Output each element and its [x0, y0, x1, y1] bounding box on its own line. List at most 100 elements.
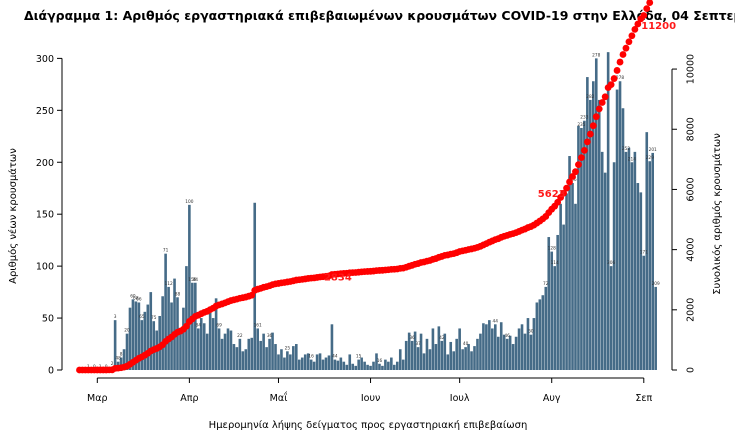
cumulative-point — [616, 58, 624, 66]
bar — [164, 253, 167, 370]
bar — [612, 162, 616, 370]
bar-label: 44 — [493, 318, 499, 324]
bar — [223, 333, 227, 370]
bar-label: 2 — [111, 361, 114, 367]
bar — [161, 296, 164, 370]
bar — [464, 347, 467, 370]
bar — [306, 353, 310, 370]
bar — [458, 328, 461, 370]
bar-label: 209 — [652, 281, 660, 287]
bar — [378, 363, 381, 370]
right-tick-label: 4000 — [686, 238, 697, 262]
cumulative-point — [595, 105, 603, 113]
bar — [535, 302, 539, 370]
bar-label: 36 — [409, 335, 415, 341]
bar — [550, 251, 554, 370]
bar-label: 75 — [151, 315, 157, 321]
x-tick-label: Αυγ — [543, 393, 561, 404]
bar — [532, 318, 536, 370]
bar — [633, 151, 637, 370]
cumulative-labels-group: 2834 5623 11200 — [324, 21, 676, 284]
bar — [369, 365, 372, 370]
bar — [202, 323, 206, 370]
y2-axis-label: Συνολικός αριθμός κρουσμάτων — [711, 133, 723, 295]
bar-label: 100 — [185, 199, 193, 205]
bar — [583, 120, 586, 371]
bar — [152, 321, 156, 370]
bar — [312, 361, 316, 370]
x-tick-label: Ιουλ — [450, 393, 470, 404]
bar — [262, 333, 265, 370]
bar — [553, 266, 556, 370]
bar — [283, 357, 286, 370]
bar — [452, 351, 456, 370]
bar — [577, 125, 580, 371]
bar — [330, 324, 334, 370]
bar — [589, 99, 592, 370]
cumulative-point — [580, 146, 588, 154]
x-axis-label: Ημερομηνία λήψης δείγματος προς εργαστηρ… — [209, 419, 528, 431]
bar — [300, 357, 304, 370]
cumulative-point — [622, 44, 630, 52]
left-tick-label: 100 — [36, 262, 54, 273]
bar — [188, 204, 191, 370]
left-tick-label: 300 — [36, 54, 54, 65]
cumulative-point — [619, 51, 627, 58]
bar — [149, 292, 153, 370]
bar — [357, 359, 360, 370]
bar — [348, 354, 352, 370]
bar — [493, 324, 497, 370]
cumulative-point — [598, 99, 606, 106]
bar — [342, 361, 346, 370]
cumulative-point — [583, 138, 591, 146]
bar — [211, 318, 215, 370]
bar — [339, 357, 343, 370]
bar-label: 71 — [163, 248, 169, 254]
bar — [220, 338, 224, 370]
bar — [333, 359, 337, 370]
cumulative-point — [563, 184, 570, 192]
left-tick-label: 150 — [36, 210, 54, 221]
bar — [621, 108, 625, 370]
bar — [205, 333, 209, 370]
bar-label: 278 — [616, 75, 624, 81]
cumulative-point — [601, 93, 609, 101]
bar — [253, 202, 257, 370]
cumulative-point — [643, 5, 651, 13]
bar — [642, 255, 646, 370]
bar — [571, 183, 574, 370]
cumulative-point — [586, 130, 594, 138]
bar — [559, 203, 562, 370]
bar — [318, 353, 322, 370]
bar — [586, 77, 589, 370]
bar — [286, 351, 289, 370]
bar — [375, 353, 378, 370]
bar — [470, 351, 473, 370]
bar — [499, 322, 503, 370]
cumulative-point — [589, 122, 597, 130]
bar — [520, 324, 524, 370]
cumulative-point — [631, 26, 639, 33]
x-tick-label: Ιουν — [361, 393, 380, 404]
bar — [502, 334, 506, 370]
bar — [440, 340, 444, 370]
bar — [336, 360, 340, 370]
bar — [143, 311, 147, 370]
cumulative-label: 11200 — [641, 21, 676, 32]
bar — [235, 347, 239, 370]
bar — [410, 340, 414, 370]
bar — [113, 320, 117, 370]
right-axis: 0 2000 4000 6000 8000 10000 — [671, 54, 697, 373]
bar — [592, 81, 595, 371]
cumulative-point — [592, 113, 600, 121]
bar — [624, 151, 628, 370]
bar — [443, 333, 447, 370]
bar — [271, 332, 274, 370]
bar-label: 72 — [543, 281, 549, 287]
bar — [214, 298, 218, 370]
bar — [597, 99, 601, 370]
bar-label: 128 — [548, 246, 556, 252]
bar — [268, 338, 271, 370]
bar-label: 22 — [237, 333, 243, 339]
